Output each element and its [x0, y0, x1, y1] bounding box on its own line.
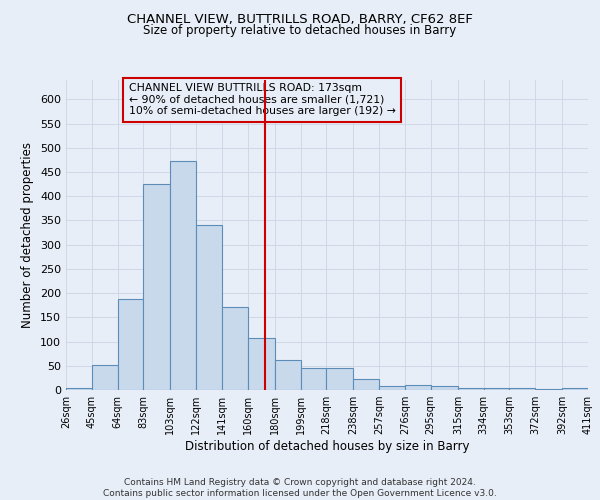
Bar — [92, 365, 118, 390]
Bar — [326, 368, 353, 390]
Bar — [509, 388, 535, 390]
Bar — [379, 386, 405, 390]
Bar — [431, 386, 458, 390]
Bar — [535, 388, 562, 390]
X-axis label: Distribution of detached houses by size in Barry: Distribution of detached houses by size … — [185, 440, 469, 453]
Text: Contains HM Land Registry data © Crown copyright and database right 2024.
Contai: Contains HM Land Registry data © Crown c… — [103, 478, 497, 498]
Bar — [353, 379, 379, 390]
Text: Size of property relative to detached houses in Barry: Size of property relative to detached ho… — [143, 24, 457, 37]
Bar — [301, 368, 326, 390]
Bar — [248, 338, 275, 390]
Text: CHANNEL VIEW BUTTRILLS ROAD: 173sqm
← 90% of detached houses are smaller (1,721): CHANNEL VIEW BUTTRILLS ROAD: 173sqm ← 90… — [128, 83, 395, 116]
Bar — [196, 226, 222, 390]
Bar — [143, 184, 170, 390]
Bar — [170, 162, 196, 390]
Text: CHANNEL VIEW, BUTTRILLS ROAD, BARRY, CF62 8EF: CHANNEL VIEW, BUTTRILLS ROAD, BARRY, CF6… — [127, 12, 473, 26]
Y-axis label: Number of detached properties: Number of detached properties — [22, 142, 34, 328]
Bar — [458, 388, 484, 390]
Bar — [66, 388, 92, 390]
Bar — [222, 306, 248, 390]
Bar — [484, 388, 509, 390]
Bar — [118, 299, 143, 390]
Bar — [405, 385, 431, 390]
Bar — [275, 360, 301, 390]
Bar — [562, 388, 588, 390]
